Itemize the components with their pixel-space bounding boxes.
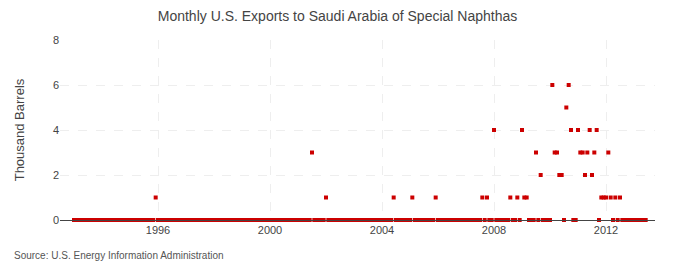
- svg-text:Monthly U.S. Exports to Saudi: Monthly U.S. Exports to Saudi Arabia of …: [158, 8, 518, 24]
- svg-text:2: 2: [53, 169, 59, 181]
- svg-text:2000: 2000: [258, 224, 282, 236]
- svg-text:Source: U.S. Energy Informatio: Source: U.S. Energy Information Administ…: [14, 250, 224, 261]
- svg-text:2012: 2012: [594, 224, 618, 236]
- svg-text:8: 8: [53, 34, 59, 46]
- svg-text:2008: 2008: [482, 224, 506, 236]
- svg-text:2004: 2004: [370, 224, 394, 236]
- svg-text:4: 4: [53, 124, 59, 136]
- svg-text:Thousand Barrels: Thousand Barrels: [12, 78, 27, 181]
- svg-text:6: 6: [53, 79, 59, 91]
- svg-text:0: 0: [53, 214, 59, 226]
- svg-text:1996: 1996: [146, 224, 170, 236]
